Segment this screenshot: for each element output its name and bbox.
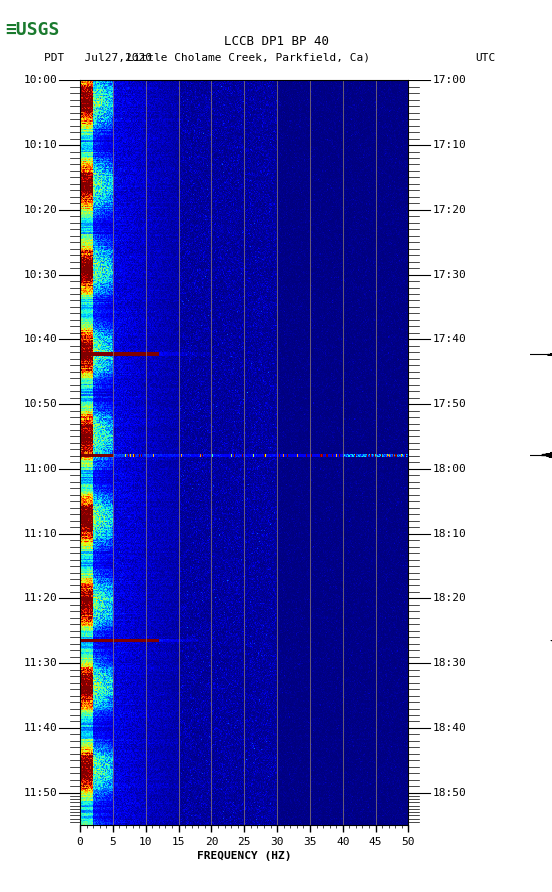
Text: 18:00: 18:00: [433, 464, 466, 474]
Text: ≡USGS: ≡USGS: [6, 21, 60, 38]
Text: 11:20: 11:20: [24, 593, 57, 603]
Text: 10:50: 10:50: [24, 399, 57, 409]
Text: 10:10: 10:10: [24, 140, 57, 150]
X-axis label: FREQUENCY (HZ): FREQUENCY (HZ): [197, 851, 291, 861]
Text: 11:40: 11:40: [24, 723, 57, 733]
Text: 18:10: 18:10: [433, 529, 466, 539]
Text: 17:30: 17:30: [433, 269, 466, 279]
Text: 11:50: 11:50: [24, 788, 57, 797]
Text: 18:40: 18:40: [433, 723, 466, 733]
Text: 18:50: 18:50: [433, 788, 466, 797]
Text: 10:30: 10:30: [24, 269, 57, 279]
Text: 10:40: 10:40: [24, 334, 57, 344]
Text: 11:10: 11:10: [24, 529, 57, 539]
Text: 10:00: 10:00: [24, 75, 57, 86]
Text: 17:40: 17:40: [433, 334, 466, 344]
Text: 10:20: 10:20: [24, 205, 57, 215]
Text: Little Cholame Creek, Parkfield, Ca): Little Cholame Creek, Parkfield, Ca): [127, 53, 370, 63]
Text: UTC: UTC: [476, 53, 496, 63]
Text: 18:20: 18:20: [433, 593, 466, 603]
Text: PDT   Jul27,2020: PDT Jul27,2020: [44, 53, 152, 63]
Text: 18:30: 18:30: [433, 658, 466, 668]
Text: LCCB DP1 BP 40: LCCB DP1 BP 40: [224, 36, 328, 48]
Text: 17:10: 17:10: [433, 140, 466, 150]
Text: 17:50: 17:50: [433, 399, 466, 409]
Text: 17:20: 17:20: [433, 205, 466, 215]
Text: 11:30: 11:30: [24, 658, 57, 668]
Text: 17:00: 17:00: [433, 75, 466, 86]
Text: 11:00: 11:00: [24, 464, 57, 474]
